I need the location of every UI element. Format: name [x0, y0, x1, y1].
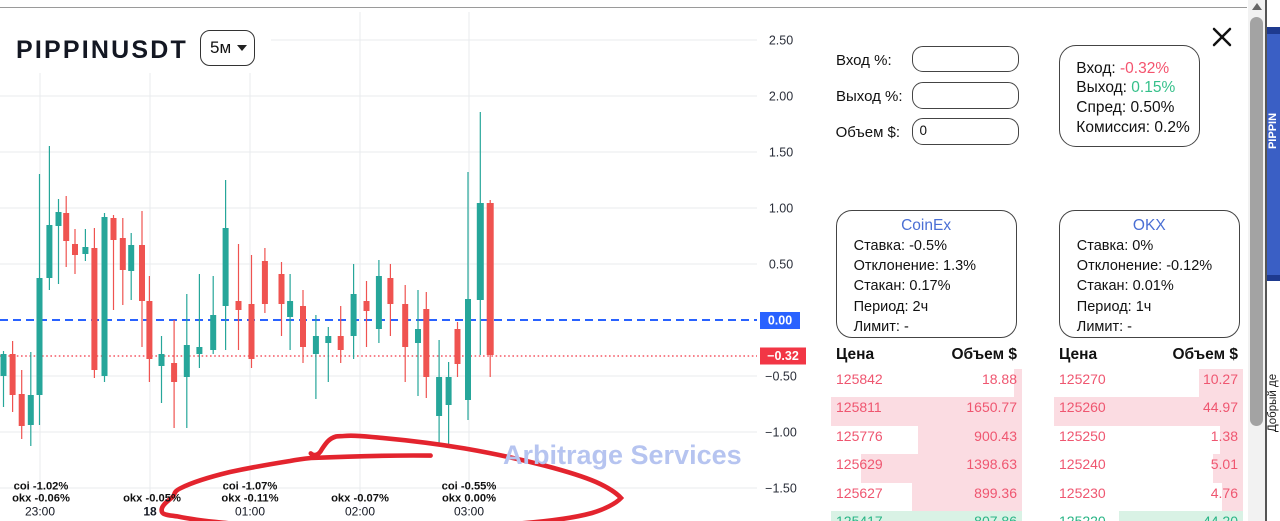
svg-text:1.50: 1.50: [769, 146, 793, 160]
svg-text:02:00: 02:00: [345, 505, 375, 519]
svg-text:okx -0.06%: okx -0.06%: [12, 493, 70, 505]
svg-text:Arbitrage Services: Arbitrage Services: [503, 440, 742, 470]
svg-text:0.50: 0.50: [769, 258, 793, 272]
svg-text:2.00: 2.00: [769, 90, 793, 104]
svg-text:−0.32: −0.32: [767, 349, 799, 363]
svg-text:03:00: 03:00: [454, 505, 484, 519]
svg-text:23:00: 23:00: [25, 505, 55, 519]
svg-text:okx -0.11%: okx -0.11%: [221, 493, 278, 505]
svg-text:2.50: 2.50: [769, 34, 793, 48]
svg-text:coi -1.07%: coi -1.07%: [223, 481, 278, 493]
svg-text:okx 0.00%: okx 0.00%: [442, 493, 496, 505]
svg-text:okx -0.05%: okx -0.05%: [123, 493, 181, 505]
svg-text:18: 18: [143, 505, 157, 519]
svg-text:−1.00: −1.00: [765, 426, 797, 440]
svg-text:coi -0.55%: coi -0.55%: [442, 481, 497, 493]
svg-text:0.00: 0.00: [768, 314, 792, 328]
svg-text:1.00: 1.00: [769, 202, 793, 216]
svg-text:−1.50: −1.50: [765, 482, 797, 496]
svg-text:01:00: 01:00: [235, 505, 265, 519]
svg-text:okx -0.07%: okx -0.07%: [331, 493, 389, 505]
svg-text:−0.50: −0.50: [765, 370, 797, 384]
svg-text:coi -1.02%: coi -1.02%: [14, 481, 69, 493]
